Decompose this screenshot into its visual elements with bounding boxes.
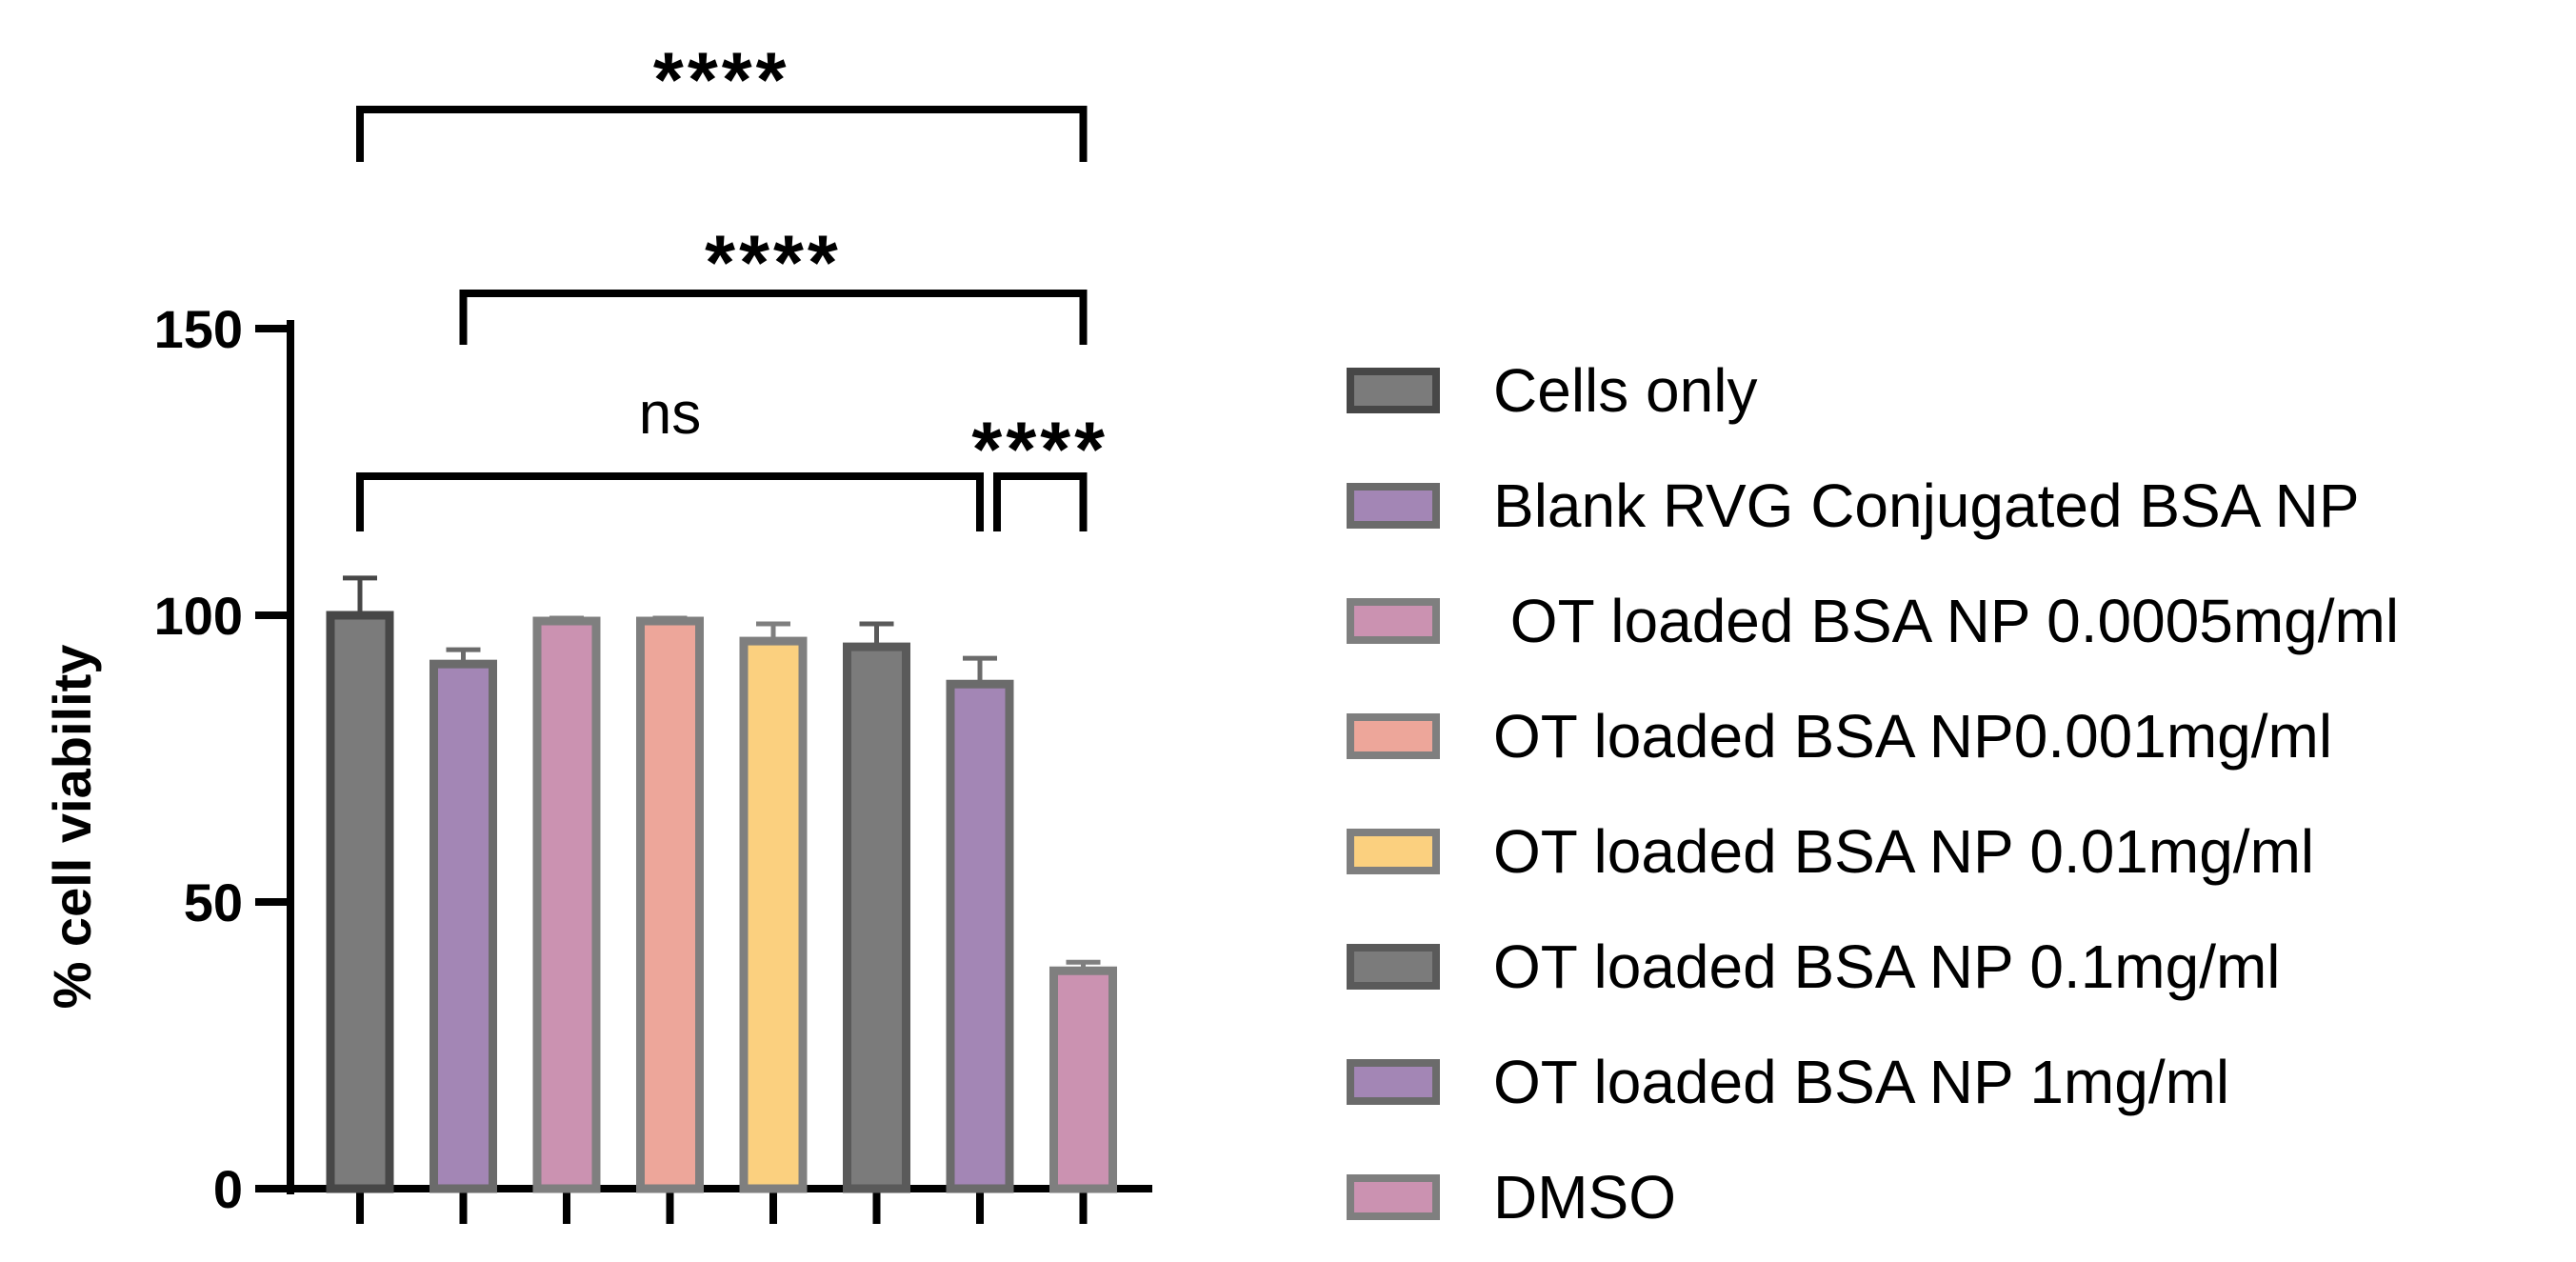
significance-label: **** (705, 220, 842, 307)
y-tick-label: 0 (213, 1159, 243, 1219)
legend-label: Cells only (1493, 356, 1757, 425)
significance-bracket (459, 290, 1088, 345)
legend-swatch (1347, 598, 1440, 644)
legend-label: OT loaded BSA NP 1mg/ml (1493, 1048, 2229, 1116)
bar (326, 611, 394, 1193)
y-tick-label: 150 (154, 299, 243, 359)
y-axis-label: % cell viability (42, 645, 102, 1010)
legend-label: DMSO (1493, 1163, 1676, 1232)
significance-label: **** (653, 37, 790, 124)
significance-bracket (356, 106, 1088, 162)
bar (946, 679, 1014, 1193)
significance-bracket (356, 472, 984, 531)
bar (843, 642, 910, 1193)
legend-swatch (1347, 483, 1440, 529)
legend-swatch (1347, 368, 1440, 413)
significance-label: ns (639, 381, 701, 447)
bar (532, 616, 601, 1193)
legend-swatch (1347, 944, 1440, 990)
legend-label: OT loaded BSA NP 0.0005mg/ml (1493, 587, 2399, 655)
legend-swatch (1347, 829, 1440, 874)
legend-label: OT loaded BSA NP0.001mg/ml (1493, 702, 2332, 771)
y-tick-label: 100 (154, 586, 243, 646)
legend-swatch (1347, 713, 1440, 759)
significance-bracket (993, 472, 1088, 531)
bar (1049, 966, 1117, 1193)
y-tick-label: 50 (184, 872, 243, 932)
significance-label: **** (971, 407, 1108, 493)
bar (739, 636, 808, 1193)
legend-swatch (1347, 1174, 1440, 1220)
bar (429, 659, 497, 1193)
legend-label: Blank RVG Conjugated BSA NP (1493, 471, 2360, 540)
legend-label: OT loaded BSA NP 0.1mg/ml (1493, 932, 2281, 1001)
legend-swatch (1347, 1059, 1440, 1105)
bar (636, 616, 704, 1193)
legend-label: OT loaded BSA NP 0.01mg/ml (1493, 817, 2314, 886)
